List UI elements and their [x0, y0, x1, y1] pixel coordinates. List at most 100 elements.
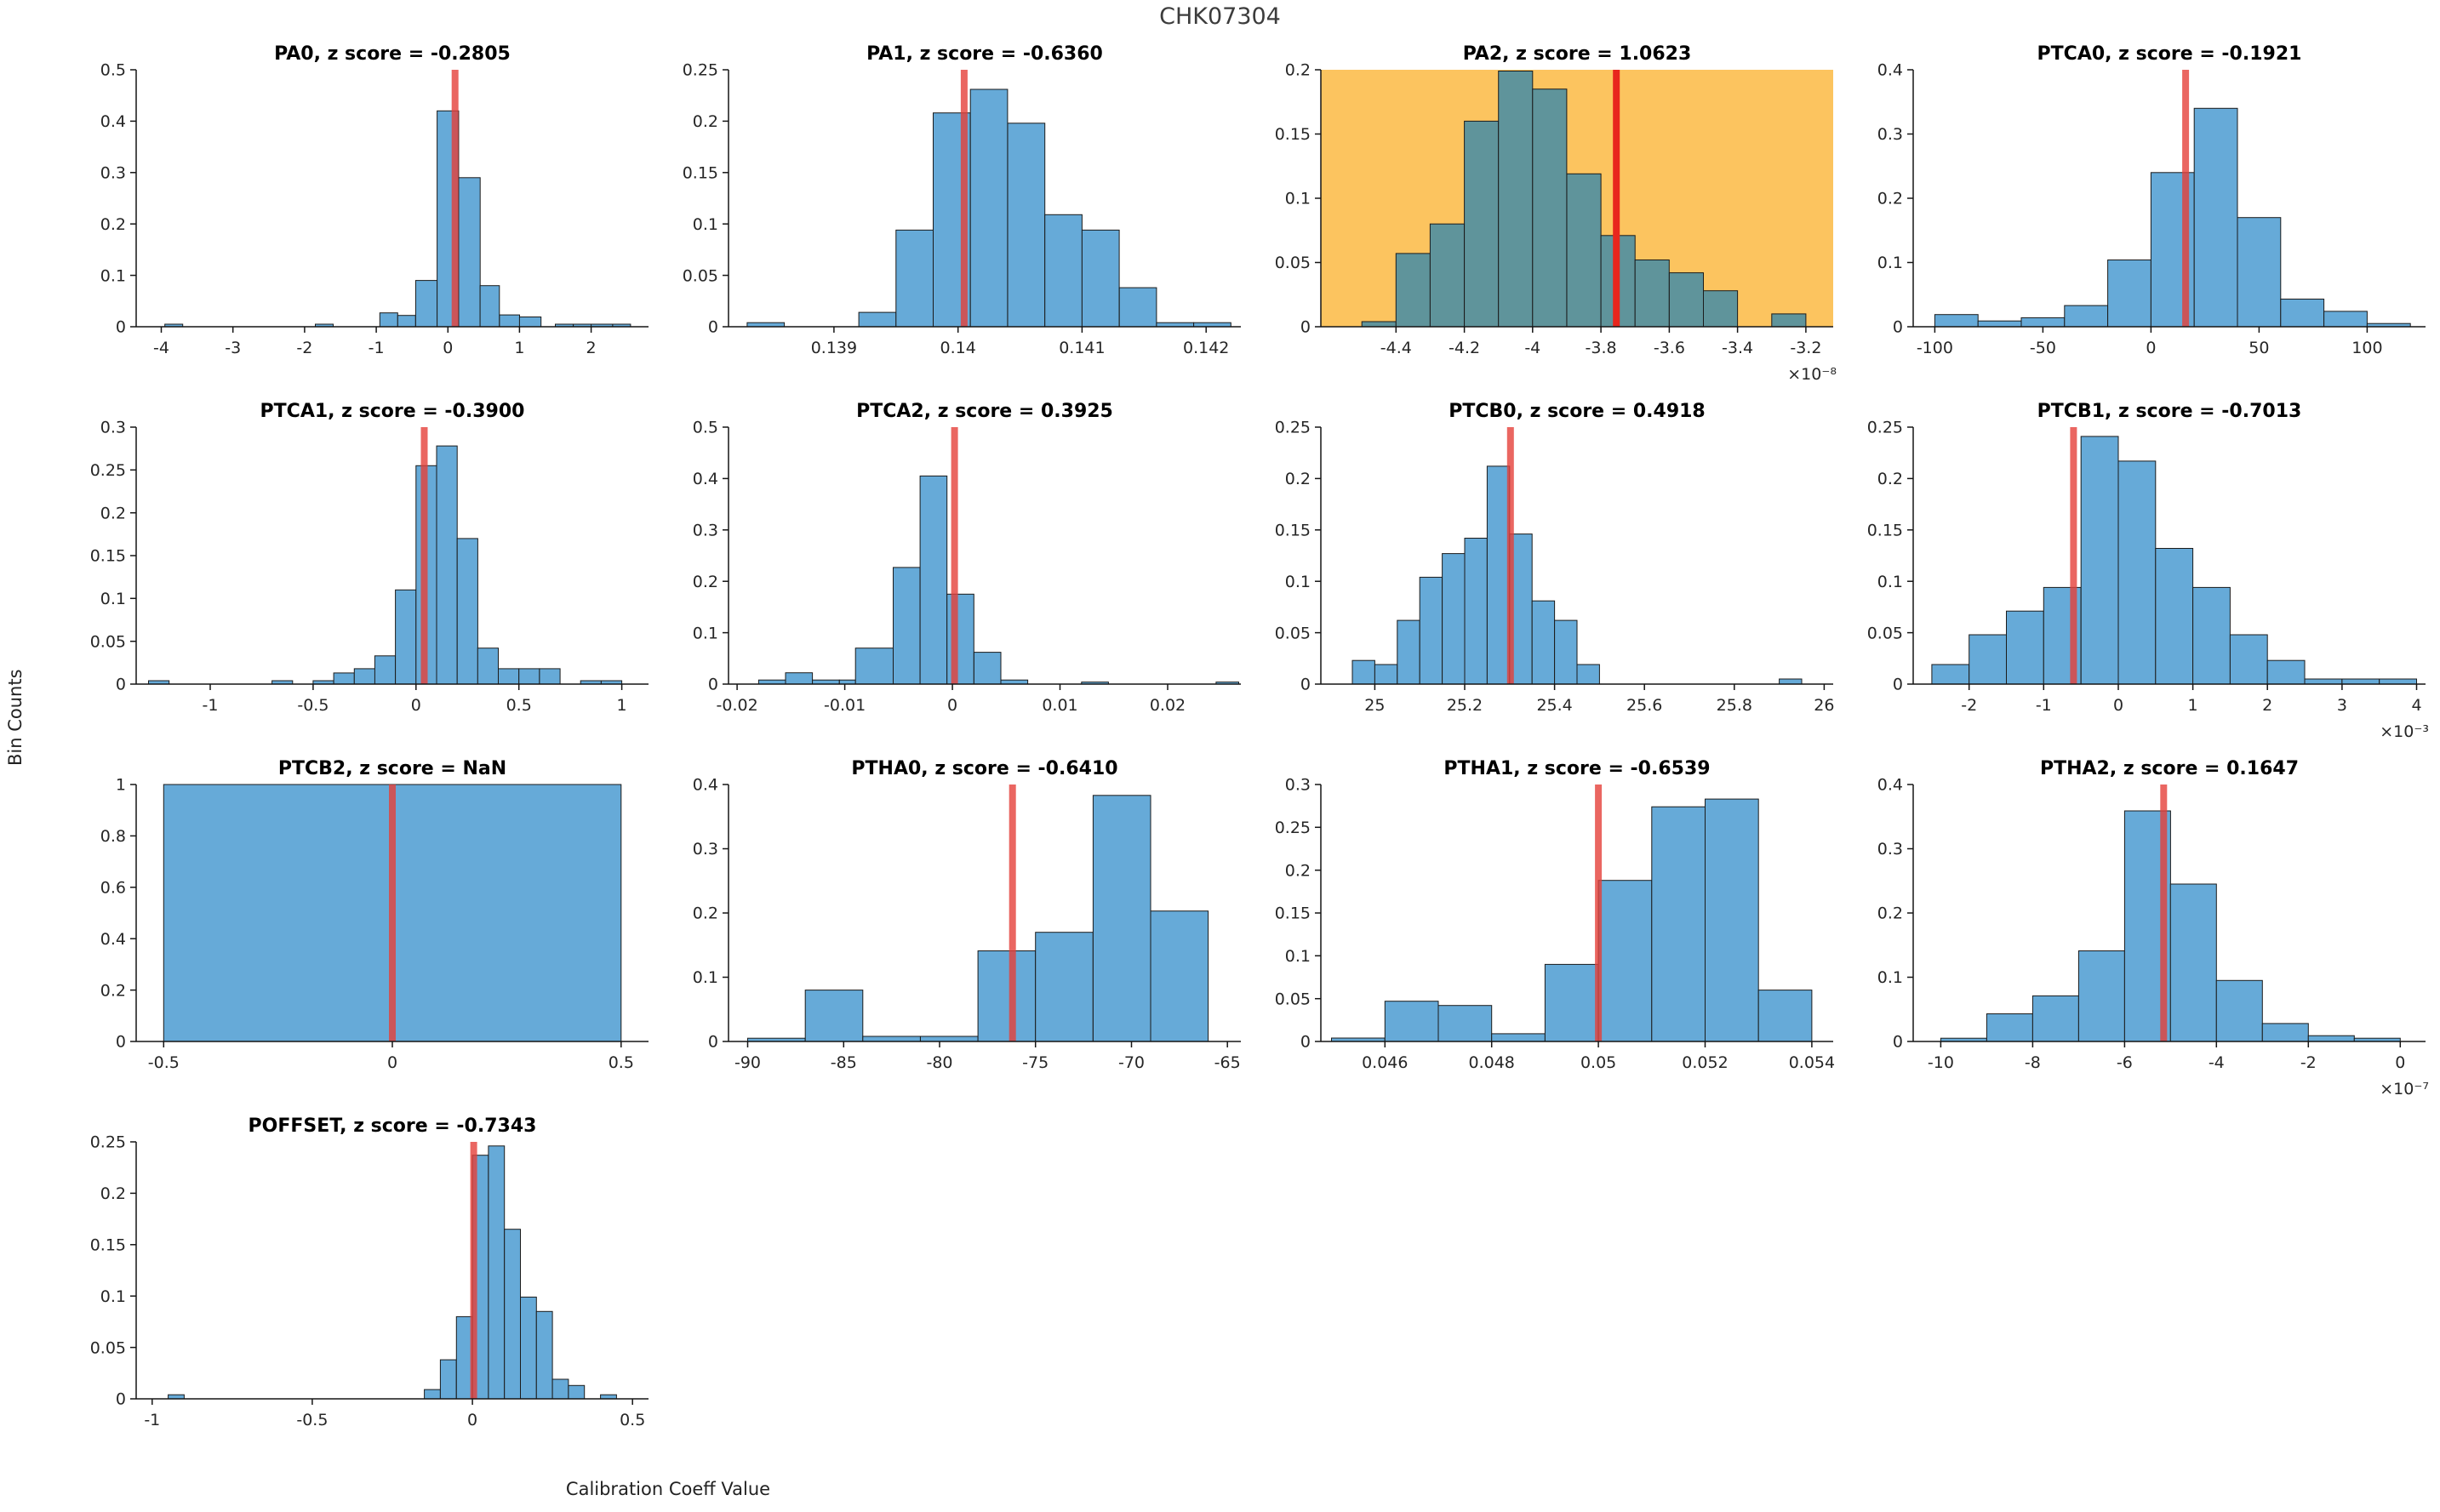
- histogram-bar: [539, 668, 561, 685]
- y-tick-label: 0.05: [1275, 254, 1311, 272]
- histogram-bar: [1464, 120, 1500, 328]
- histogram-bar: [498, 668, 520, 685]
- histogram-bar: [946, 593, 974, 685]
- y-tick-label: 0.15: [1867, 521, 1903, 539]
- y-tick-label: 0.1: [100, 266, 126, 285]
- histogram-panel-PTCA1: 0 0.05 0.1 0.15 0.2 0.25 0.3 -1 -0.5 0 0.5 1 PTCA1, …: [90, 401, 649, 715]
- y-tick-label: 0.1: [1285, 190, 1311, 208]
- histogram-bar: [2261, 1023, 2309, 1042]
- x-tick-label: -2: [296, 339, 312, 357]
- chart-cell-PTCA0: 0 0.1 0.2 0.3 0.4 -100 -50 0 50 100 PTCA0, z score…: [1849, 31, 2440, 388]
- y-tick-label: 0.1: [1285, 573, 1311, 591]
- x-tick-label: 0: [2113, 696, 2123, 715]
- y-tick-label: 0.25: [1275, 819, 1311, 837]
- histogram-bar: [1092, 795, 1151, 1042]
- histogram-bar: [2155, 548, 2194, 685]
- y-tick-label: 0.1: [100, 1287, 126, 1306]
- chart-cell-PA1: 0 0.05 0.1 0.15 0.2 0.25 0.139 0.14 0.141 0.142 PA…: [664, 31, 1256, 388]
- histogram-bar: [568, 1384, 586, 1400]
- y-tick-label: 0.4: [693, 470, 718, 488]
- x-tick-label: 50: [2249, 339, 2269, 357]
- histogram-bar: [518, 668, 540, 685]
- histogram-bar: [1007, 123, 1046, 328]
- x-tick-label: 0.01: [1042, 696, 1077, 715]
- x-tick-label: 1: [2188, 696, 2198, 715]
- x-axis-label: Calibration Coeff Value: [565, 1479, 771, 1499]
- subplot-title: PA2, z score = 1.0623: [1463, 43, 1692, 65]
- histogram-bar: [520, 1296, 537, 1400]
- x-tick-label: -0.5: [296, 1411, 328, 1429]
- x-tick-label: -1: [369, 339, 385, 357]
- histogram-bar: [2006, 610, 2044, 685]
- histogram-bar: [2304, 678, 2343, 685]
- histogram-bar: [2020, 317, 2066, 328]
- histogram-bar: [2229, 634, 2268, 685]
- x-tick-label: 4: [2411, 696, 2421, 715]
- histogram-bar: [2192, 586, 2231, 685]
- x-tick-label: 0.14: [940, 339, 976, 357]
- x-tick-label: 26: [1814, 696, 1834, 715]
- histogram-bar: [2307, 1035, 2355, 1042]
- x-tick-label: -6: [2117, 1053, 2133, 1072]
- y-tick-label: 0.05: [1867, 624, 1903, 642]
- histogram-bar: [1566, 173, 1602, 328]
- y-tick-label: 1: [116, 776, 126, 795]
- x-tick-label: 0: [467, 1411, 477, 1429]
- x-tick-label: 2: [2262, 696, 2272, 715]
- y-tick-label: 0.3: [693, 840, 718, 859]
- y-tick-label: 0.4: [1877, 776, 1903, 795]
- histogram-bar: [2215, 979, 2263, 1042]
- x-tick-label: -0.5: [148, 1053, 180, 1072]
- histogram-bar: [969, 88, 1009, 328]
- y-tick-label: 0: [1300, 676, 1311, 694]
- histogram-panel-PTHA2: 0 0.1 0.2 0.3 0.4 -10 -8 -6 -4 -2 0 ×10⁻⁷ PTHA2, z s…: [1877, 758, 2429, 1098]
- y-tick-label: 0.1: [693, 968, 718, 987]
- y-tick-label: 0.8: [100, 827, 126, 846]
- histogram-bar: [1419, 576, 1443, 685]
- y-tick-label: 0.4: [1877, 61, 1903, 80]
- x-tick-label: -75: [1022, 1053, 1049, 1072]
- histogram-bar: [1554, 619, 1578, 685]
- x-tick-label: 0.139: [811, 339, 857, 357]
- histogram-bar: [1081, 229, 1120, 328]
- histogram-bar: [455, 1315, 473, 1400]
- y-tick-label: 0.25: [1275, 419, 1311, 437]
- x-tick-label: 0.054: [1789, 1053, 1835, 1072]
- y-tick-label: 0.6: [100, 878, 126, 897]
- y-tick-label: 0.25: [1867, 419, 1903, 437]
- histogram-bar: [1491, 1033, 1546, 1042]
- red-marker-line: [1595, 785, 1603, 1041]
- x-axis-exponent-label: ×10⁻⁷: [2380, 1080, 2429, 1098]
- x-tick-label: 0: [411, 696, 421, 715]
- histogram-bar: [479, 285, 500, 328]
- histogram-bar: [1384, 1001, 1439, 1042]
- histogram-bar: [1498, 71, 1534, 328]
- y-tick-label: 0.4: [100, 930, 126, 949]
- histogram-panel-PA2: 0 0.05 0.1 0.15 0.2 -4.4 -4.2 -4 -3.8 -3.6 -3.4 -3.…: [1275, 43, 1837, 384]
- histogram-bar: [1442, 553, 1466, 685]
- x-tick-label: 0: [2395, 1053, 2405, 1072]
- histogram-bar: [1597, 880, 1653, 1042]
- x-tick-label: 0.5: [620, 1411, 645, 1429]
- subplot-title: PTCB2, z score = NaN: [278, 758, 506, 779]
- y-tick-label: 0.15: [1275, 125, 1311, 144]
- histogram-bar: [499, 314, 520, 328]
- histogram-bar: [1668, 272, 1704, 328]
- x-tick-label: 0.046: [1362, 1053, 1408, 1072]
- histogram-bar: [1150, 910, 1209, 1042]
- histogram-bar: [1486, 465, 1511, 685]
- histogram-panel-PTCB1: 0 0.05 0.1 0.15 0.2 0.25 -2 -1 0 1 2 3 4 ×10⁻³ PTCB1, …: [1867, 401, 2429, 741]
- histogram-bar: [920, 1036, 979, 1042]
- histogram-bar: [1576, 664, 1600, 685]
- x-tick-label: -8: [2025, 1053, 2041, 1072]
- x-tick-label: 25.6: [1626, 696, 1662, 715]
- histogram-bar: [374, 655, 397, 685]
- histogram-bar: [1437, 1005, 1493, 1042]
- histogram-bar: [2341, 678, 2380, 685]
- y-tick-label: 0.1: [1285, 947, 1311, 966]
- y-tick-label: 0.1: [1877, 254, 1903, 272]
- y-tick-label: 0.5: [100, 61, 126, 80]
- x-tick-label: 0: [387, 1053, 397, 1072]
- histogram-bar: [2077, 950, 2125, 1042]
- histogram-bar: [1757, 990, 1813, 1042]
